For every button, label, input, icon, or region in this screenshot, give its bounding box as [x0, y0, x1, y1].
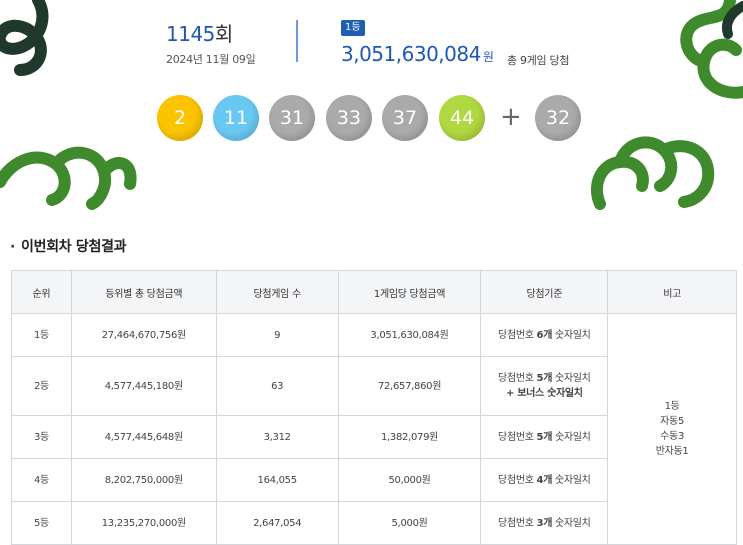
note-line: 수동3 [660, 431, 685, 442]
bottom-right-curl [590, 136, 715, 210]
criteria-line: 당첨번호 4개 숫자일치 [482, 473, 606, 488]
round-number-value: 1145 [166, 22, 215, 46]
note-line: 1등 [664, 401, 680, 412]
criteria-suffix: 숫자일치 [552, 517, 591, 529]
criteria-suffix: 숫자일치 [552, 431, 591, 443]
header-divider [296, 20, 298, 62]
note-line: 자동5 [660, 416, 685, 427]
criteria-prefix: 당첨번호 [498, 329, 537, 341]
criteria-count: 6개 [536, 329, 553, 341]
top-right-curl [680, 0, 743, 99]
header-criteria: 당첨기준 [480, 270, 609, 314]
cell-games: 3,312 [215, 415, 339, 459]
header-per-game: 1게임당 당첨금액 [337, 270, 482, 314]
note-line: 반자동1 [655, 446, 689, 457]
bonus-ball: 32 [535, 95, 581, 141]
first-prize-unit: 원 [482, 50, 494, 64]
cell-per-game: 1,382,079원 [337, 415, 482, 459]
criteria-suffix: 숫자일치 [552, 329, 591, 341]
cell-per-game: 3,051,630,084원 [337, 313, 482, 357]
section-title-text: 이번회차 당첨결과 [21, 239, 127, 255]
cell-total: 4,577,445,180원 [70, 356, 217, 416]
results-table: 순위 등위별 총 당첨금액 당첨게임 수 1게임당 당첨금액 당첨기준 비고 1… [11, 270, 737, 545]
winning-ball: 44 [439, 95, 485, 141]
winning-ball: 37 [382, 95, 428, 141]
cell-per-game: 72,657,860원 [337, 356, 482, 416]
header-games: 당첨게임 수 [215, 270, 339, 314]
criteria-count: 5개 [536, 373, 553, 384]
header-note: 비고 [607, 270, 737, 314]
criteria-line: 당첨번호 3개 숫자일치 [482, 516, 606, 531]
bottom-left-curl [0, 146, 137, 210]
cell-per-game: 50,000원 [337, 458, 482, 502]
cell-per-game: 5,000원 [337, 501, 482, 545]
first-prize-badge: 1등 [341, 20, 365, 36]
cell-criteria: 당첨번호 5개 숫자일치 [480, 415, 609, 459]
cell-criteria: 당첨번호 6개 숫자일치 [480, 313, 609, 357]
criteria-prefix: 당첨번호 [498, 474, 537, 486]
criteria-line: 당첨번호 5개 숫자일치 [482, 430, 606, 445]
cell-games: 2,647,054 [215, 501, 339, 545]
cell-rank: 5등 [11, 501, 72, 545]
header-rank: 순위 [11, 270, 72, 314]
plus-sign: + [500, 102, 522, 132]
first-prize-amount-value: 3,051,630,084 [341, 42, 481, 66]
criteria-prefix: 당첨번호 [498, 431, 537, 443]
criteria-prefix: 당첨번호 [498, 373, 537, 384]
round-number: 1145회 [166, 18, 233, 47]
criteria-count: 3개 [536, 517, 553, 529]
cell-total: 27,464,670,756원 [70, 313, 217, 357]
cell-rank: 1등 [11, 313, 72, 357]
table-row: 4등 8,202,750,000원 164,055 50,000원 당첨번호 4개 숫자… [11, 458, 737, 502]
table-row: 3등 4,577,445,648원 3,312 1,382,079원 당첨번호 5개 숫… [11, 415, 737, 459]
round-suffix: 회 [214, 22, 233, 46]
cell-games: 9 [215, 313, 339, 357]
cell-criteria: 당첨번호 5개 숫자일치 + 보너스 숫자일치 [480, 356, 609, 416]
cell-criteria: 당첨번호 3개 숫자일치 [480, 501, 609, 545]
section-bullet: · [10, 239, 16, 255]
winning-ball: 2 [157, 95, 203, 141]
criteria-suffix: 숫자일치 [552, 474, 591, 486]
cell-games: 63 [215, 356, 339, 416]
header-total: 등위별 총 당첨금액 [70, 270, 217, 314]
table-row: 1등 27,464,670,756원 9 3,051,630,084원 당첨번호 6개 … [11, 313, 737, 545]
criteria-count: 4개 [536, 474, 553, 486]
cell-criteria: 당첨번호 4개 숫자일치 [480, 458, 609, 502]
criteria-suffix: 숫자일치 [552, 373, 591, 384]
criteria-bonus-line: + 보너스 숫자일치 [505, 388, 583, 399]
cell-rank: 3등 [11, 415, 72, 459]
cell-rank: 2등 [11, 356, 72, 416]
decoration-curls [0, 0, 743, 210]
table-header-row: 순위 등위별 총 당첨금액 당첨게임 수 1게임당 당첨금액 당첨기준 비고 [11, 270, 737, 314]
top-right-dark-curl [722, 1, 743, 39]
winning-ball: 11 [213, 95, 259, 141]
cell-rank: 4등 [11, 458, 72, 502]
criteria-line: 당첨번호 6개 숫자일치 [482, 328, 606, 343]
winning-ball: 33 [326, 95, 372, 141]
first-prize-amount: 3,051,630,084 원 [341, 42, 494, 66]
draw-date: 2024년 11월 09일 [166, 53, 256, 66]
winning-ball: 31 [269, 95, 315, 141]
table-row: 5등 13,235,270,000원 2,647,054 5,000원 당첨번호 3개 … [11, 501, 737, 545]
cell-total: 8,202,750,000원 [70, 458, 217, 502]
cell-games: 164,055 [215, 458, 339, 502]
cell-total: 4,577,445,648원 [70, 415, 217, 459]
winners-count: 총 9게임 당첨 [507, 54, 570, 67]
section-title: · 이번회차 당첨결과 [10, 236, 127, 256]
top-left-curl [0, 0, 49, 76]
criteria-prefix: 당첨번호 [498, 517, 537, 529]
criteria-line: 당첨번호 5개 숫자일치 [482, 371, 606, 386]
cell-total: 13,235,270,000원 [70, 501, 217, 545]
criteria-count: 5개 [536, 431, 553, 443]
table-row: 2등 4,577,445,180원 63 72,657,860원 당첨번호 5개 숫자일… [11, 356, 737, 416]
